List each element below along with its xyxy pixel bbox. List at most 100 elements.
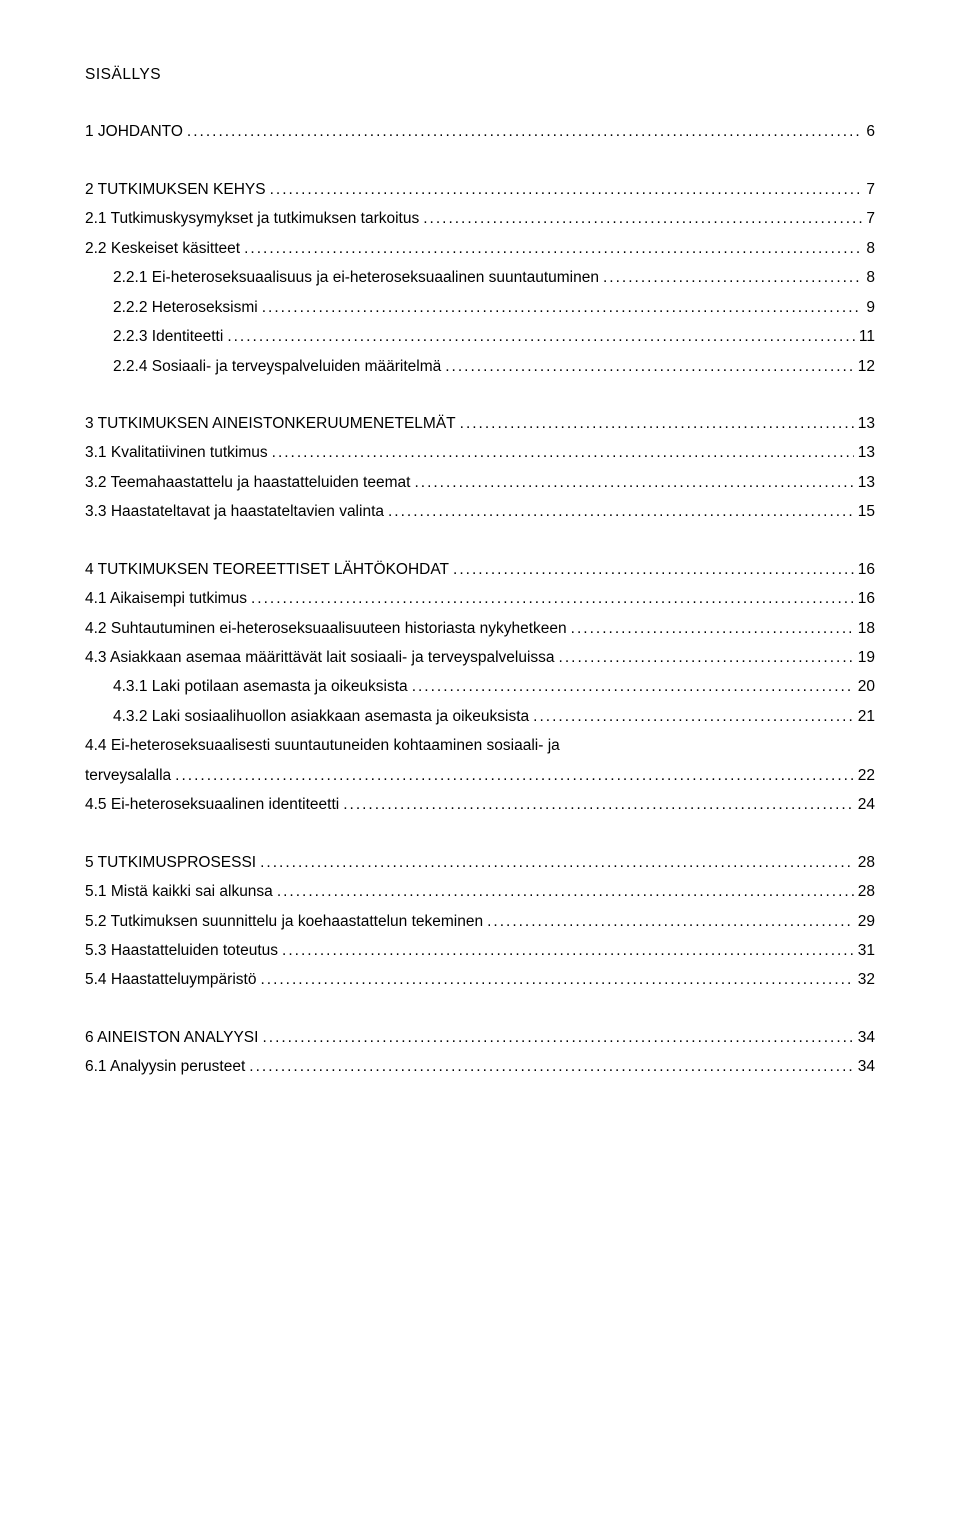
toc-entry-label: 6 AINEISTON ANALYYSI — [85, 1023, 258, 1052]
toc-entry: 5.1 Mistä kaikki sai alkunsa 28 — [85, 877, 875, 906]
toc-leader-dots — [453, 555, 854, 584]
toc-leader-dots — [460, 409, 854, 438]
toc-entry-label: 4.3.2 Laki sosiaalihuollon asiakkaan ase… — [113, 702, 529, 731]
toc-leader-dots — [260, 848, 854, 877]
toc-entry: 3.2 Teemahaastattelu ja haastatteluiden … — [85, 468, 875, 497]
toc-entry: 3.3 Haastateltavat ja haastateltavien va… — [85, 497, 875, 526]
toc-entry-page: 12 — [858, 352, 875, 381]
toc-entry-page: 16 — [858, 555, 875, 584]
toc-entry: 4 TUTKIMUKSEN TEOREETTISET LÄHTÖKOHDAT 16 — [85, 555, 875, 584]
toc-entry: 4.3.2 Laki sosiaalihuollon asiakkaan ase… — [85, 702, 875, 731]
toc-entry-label: 5.1 Mistä kaikki sai alkunsa — [85, 877, 273, 906]
table-of-contents: 1 JOHDANTO 6 2 TUTKIMUKSEN KEHYS 7 2.1 Tutki… — [85, 117, 875, 1081]
toc-entry: 2.2.4 Sosiaali- ja terveyspalveluiden mä… — [85, 352, 875, 381]
toc-entry-page: 29 — [858, 907, 875, 936]
toc-leader-dots — [262, 293, 863, 322]
toc-entry: 2.2.3 Identiteetti 11 — [85, 322, 875, 351]
toc-entry-label: 5.2 Tutkimuksen suunnittelu ja koehaasta… — [85, 907, 483, 936]
toc-leader-dots — [559, 643, 854, 672]
toc-entry: 3.1 Kvalitatiivinen tutkimus 13 — [85, 438, 875, 467]
toc-leader-dots — [533, 702, 854, 731]
toc-entry: 4.3 Asiakkaan asemaa määrittävät lait so… — [85, 643, 875, 672]
toc-entry-label: 4.5 Ei-heteroseksuaalinen identiteetti — [85, 790, 339, 819]
toc-entry: 6 AINEISTON ANALYYSI 34 — [85, 1023, 875, 1052]
toc-leader-dots — [445, 352, 854, 381]
toc-entry-page: 8 — [866, 234, 875, 263]
toc-entry-label: 5 TUTKIMUSPROSESSI — [85, 848, 256, 877]
toc-leader-dots — [603, 263, 862, 292]
toc-entry: 6.1 Analyysin perusteet 34 — [85, 1052, 875, 1081]
toc-leader-dots — [244, 234, 862, 263]
toc-entry-label: 4.4 Ei-heteroseksuaalisesti suuntautunei… — [85, 731, 875, 760]
toc-entry-page: 7 — [866, 204, 875, 233]
toc-leader-dots — [343, 790, 854, 819]
toc-leader-dots — [282, 936, 854, 965]
toc-entry-page: 24 — [858, 790, 875, 819]
toc-entry-label: 1 JOHDANTO — [85, 117, 183, 146]
toc-entry-label: 5.3 Haastatteluiden toteutus — [85, 936, 278, 965]
toc-leader-dots — [277, 877, 854, 906]
toc-entry: 2 TUTKIMUKSEN KEHYS 7 — [85, 175, 875, 204]
toc-entry-label: 6.1 Analyysin perusteet — [85, 1052, 245, 1081]
toc-leader-dots — [175, 761, 854, 790]
toc-entry-page: 13 — [858, 409, 875, 438]
toc-entry-label: 3.3 Haastateltavat ja haastateltavien va… — [85, 497, 384, 526]
toc-leader-dots — [187, 117, 862, 146]
toc-entry: 5.4 Haastatteluympäristö 32 — [85, 965, 875, 994]
toc-entry-page: 28 — [858, 877, 875, 906]
toc-entry-label: 4 TUTKIMUKSEN TEOREETTISET LÄHTÖKOHDAT — [85, 555, 449, 584]
toc-leader-dots — [227, 322, 855, 351]
toc-entry: 2.2 Keskeiset käsitteet8 — [85, 234, 875, 263]
toc-entry-page: 9 — [866, 293, 875, 322]
toc-entry-page: 11 — [859, 322, 875, 351]
toc-leader-dots — [260, 965, 853, 994]
toc-leader-dots — [251, 584, 854, 613]
toc-leader-dots — [487, 907, 854, 936]
toc-entry-page: 13 — [858, 438, 875, 467]
toc-leader-dots — [249, 1052, 853, 1081]
toc-entry-page: 7 — [866, 175, 875, 204]
toc-entry-label: 2.2.3 Identiteetti — [113, 322, 223, 351]
toc-entry: 4.3.1 Laki potilaan asemasta ja oikeuksi… — [85, 672, 875, 701]
toc-entry: 5.3 Haastatteluiden toteutus 31 — [85, 936, 875, 965]
toc-entry-page: 18 — [858, 614, 875, 643]
toc-leader-dots — [571, 614, 854, 643]
toc-entry-label: 3.1 Kvalitatiivinen tutkimus — [85, 438, 268, 467]
toc-entry-page: 15 — [858, 497, 875, 526]
toc-entry: 5.2 Tutkimuksen suunnittelu ja koehaasta… — [85, 907, 875, 936]
toc-entry-page: 32 — [858, 965, 875, 994]
toc-entry: 3 TUTKIMUKSEN AINEISTONKERUUMENETELMÄT 13 — [85, 409, 875, 438]
toc-entry-label: 3 TUTKIMUKSEN AINEISTONKERUUMENETELMÄT — [85, 409, 456, 438]
toc-entry-label: 2.2.4 Sosiaali- ja terveyspalveluiden mä… — [113, 352, 441, 381]
toc-entry-label: 2.2.2 Heteroseksismi — [113, 293, 258, 322]
toc-entry: 4.1 Aikaisempi tutkimus16 — [85, 584, 875, 613]
toc-entry-label: 2.1 Tutkimuskysymykset ja tutkimuksen ta… — [85, 204, 419, 233]
toc-entry-page: 34 — [858, 1052, 875, 1081]
toc-entry-label: 3.2 Teemahaastattelu ja haastatteluiden … — [85, 468, 410, 497]
toc-entry-label: 2 TUTKIMUKSEN KEHYS — [85, 175, 266, 204]
toc-entry-label: terveysalalla — [85, 761, 171, 790]
toc-leader-dots — [412, 672, 854, 701]
toc-leader-dots — [414, 468, 853, 497]
toc-leader-dots — [423, 204, 862, 233]
toc-entry-label: 2.2.1 Ei-heteroseksuaalisuus ja ei-heter… — [113, 263, 599, 292]
toc-leader-dots — [270, 175, 863, 204]
toc-entry-page: 31 — [858, 936, 875, 965]
toc-leader-dots — [388, 497, 854, 526]
document-title: SISÄLLYS — [85, 60, 875, 89]
toc-entry: 1 JOHDANTO 6 — [85, 117, 875, 146]
toc-entry-page: 6 — [866, 117, 875, 146]
toc-entry-page: 13 — [858, 468, 875, 497]
toc-entry: terveysalalla 22 — [85, 761, 875, 790]
toc-entry-page: 34 — [858, 1023, 875, 1052]
toc-entry: 2.2.2 Heteroseksismi 9 — [85, 293, 875, 322]
toc-entry-page: 8 — [866, 263, 875, 292]
toc-entry-page: 21 — [858, 702, 875, 731]
toc-entry: 2.2.1 Ei-heteroseksuaalisuus ja ei-heter… — [85, 263, 875, 292]
toc-leader-dots — [262, 1023, 853, 1052]
toc-entry-label: 5.4 Haastatteluympäristö — [85, 965, 256, 994]
toc-entry: 4.5 Ei-heteroseksuaalinen identiteetti 24 — [85, 790, 875, 819]
toc-entry-page: 28 — [858, 848, 875, 877]
toc-entry-page: 22 — [858, 761, 875, 790]
toc-entry-page: 19 — [858, 643, 875, 672]
